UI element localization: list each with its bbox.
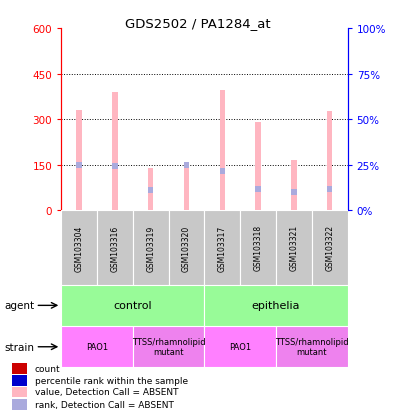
Bar bbox=[112, 164, 118, 170]
Text: count: count bbox=[35, 364, 60, 373]
Text: GSM103322: GSM103322 bbox=[325, 225, 334, 271]
Bar bbox=[12, 375, 27, 386]
Text: rank, Detection Call = ABSENT: rank, Detection Call = ABSENT bbox=[35, 401, 174, 409]
Bar bbox=[148, 168, 153, 211]
Bar bbox=[256, 186, 261, 192]
Text: TTSS/rhamnolipid
mutant: TTSS/rhamnolipid mutant bbox=[132, 337, 205, 356]
Bar bbox=[12, 363, 27, 374]
Text: GSM103319: GSM103319 bbox=[146, 225, 155, 271]
Bar bbox=[12, 387, 27, 397]
Text: GSM103316: GSM103316 bbox=[111, 225, 119, 271]
Text: control: control bbox=[113, 301, 152, 311]
Bar bbox=[184, 162, 189, 168]
Text: TTSS/rhamnolipid
mutant: TTSS/rhamnolipid mutant bbox=[275, 337, 349, 356]
Bar bbox=[77, 162, 82, 168]
Bar bbox=[77, 111, 82, 211]
Text: GDS2502 / PA1284_at: GDS2502 / PA1284_at bbox=[125, 17, 270, 29]
Bar bbox=[12, 399, 27, 411]
Text: value, Detection Call = ABSENT: value, Detection Call = ABSENT bbox=[35, 387, 179, 396]
Text: GSM103304: GSM103304 bbox=[75, 225, 84, 271]
Bar bbox=[312, 211, 348, 285]
Text: GSM103318: GSM103318 bbox=[254, 225, 263, 271]
Bar bbox=[220, 168, 225, 174]
Text: percentile rank within the sample: percentile rank within the sample bbox=[35, 376, 188, 385]
Bar bbox=[276, 326, 348, 368]
Text: GSM103317: GSM103317 bbox=[218, 225, 227, 271]
Bar bbox=[169, 211, 205, 285]
Bar bbox=[148, 188, 153, 194]
Text: strain: strain bbox=[4, 342, 34, 352]
Bar bbox=[133, 211, 169, 285]
Bar bbox=[220, 91, 225, 211]
Bar bbox=[205, 285, 348, 326]
Text: epithelia: epithelia bbox=[252, 301, 300, 311]
Bar bbox=[327, 186, 332, 192]
Bar bbox=[291, 190, 297, 195]
Bar bbox=[61, 326, 133, 368]
Bar bbox=[133, 326, 205, 368]
Bar bbox=[97, 211, 133, 285]
Bar bbox=[256, 123, 261, 211]
Text: agent: agent bbox=[4, 301, 34, 311]
Bar bbox=[276, 211, 312, 285]
Bar bbox=[291, 161, 297, 211]
Bar bbox=[205, 211, 240, 285]
Bar bbox=[205, 326, 276, 368]
Text: GSM103320: GSM103320 bbox=[182, 225, 191, 271]
Text: PAO1: PAO1 bbox=[86, 342, 108, 351]
Bar bbox=[327, 112, 332, 211]
Bar bbox=[61, 211, 97, 285]
Text: PAO1: PAO1 bbox=[229, 342, 251, 351]
Text: GSM103321: GSM103321 bbox=[290, 225, 298, 271]
Bar bbox=[240, 211, 276, 285]
Bar bbox=[184, 164, 189, 211]
Bar bbox=[61, 285, 205, 326]
Bar bbox=[112, 93, 118, 211]
